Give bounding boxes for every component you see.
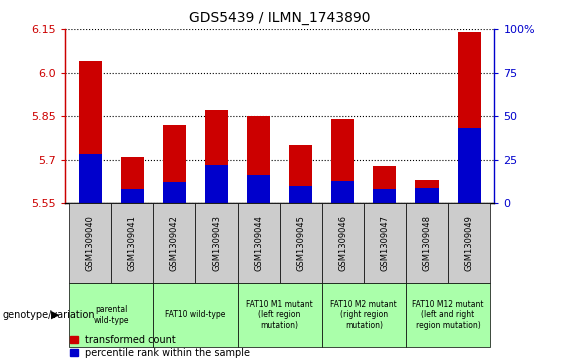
Bar (289, 186, 312, 203)
Text: GSM1309043: GSM1309043 (212, 215, 221, 271)
Bar (247, 116, 270, 203)
Text: FAT10 M1 mutant
(left region
mutation): FAT10 M1 mutant (left region mutation) (246, 300, 313, 330)
Bar (322, 203, 364, 283)
Text: GSM1309042: GSM1309042 (170, 215, 179, 271)
Bar (111, 203, 153, 283)
Bar (121, 157, 144, 203)
Bar (406, 203, 448, 283)
Bar (205, 165, 228, 203)
Text: FAT10 M2 mutant
(right region
mutation): FAT10 M2 mutant (right region mutation) (331, 300, 397, 330)
Bar (322, 283, 406, 347)
Bar (237, 283, 322, 347)
Bar (331, 119, 354, 203)
Bar (69, 203, 111, 283)
Bar (79, 155, 102, 203)
Bar (415, 180, 438, 203)
Title: GDS5439 / ILMN_1743890: GDS5439 / ILMN_1743890 (189, 11, 371, 25)
Text: GSM1309040: GSM1309040 (86, 215, 95, 271)
Text: GSM1309045: GSM1309045 (296, 215, 305, 271)
Text: GSM1309049: GSM1309049 (464, 215, 473, 271)
Text: GSM1309046: GSM1309046 (338, 215, 347, 271)
Bar (415, 188, 438, 203)
Text: GSM1309044: GSM1309044 (254, 215, 263, 271)
Bar (153, 283, 237, 347)
Bar (195, 203, 237, 283)
Bar (373, 189, 397, 203)
Text: GSM1309041: GSM1309041 (128, 215, 137, 271)
Bar (79, 61, 102, 203)
Text: ▶: ▶ (51, 310, 59, 320)
Text: FAT10 wild-type: FAT10 wild-type (166, 310, 225, 319)
Bar (448, 203, 490, 283)
Bar (163, 182, 186, 203)
Bar (121, 189, 144, 203)
Bar (247, 175, 270, 203)
Bar (458, 32, 481, 203)
Bar (163, 125, 186, 203)
Bar (153, 203, 195, 283)
Bar (364, 203, 406, 283)
Bar (406, 283, 490, 347)
Text: parental
wild-type: parental wild-type (94, 305, 129, 325)
Bar (458, 129, 481, 203)
Bar (373, 166, 397, 203)
Legend: transformed count, percentile rank within the sample: transformed count, percentile rank withi… (70, 335, 250, 358)
Text: genotype/variation: genotype/variation (3, 310, 95, 320)
Text: GSM1309047: GSM1309047 (380, 215, 389, 271)
Bar (237, 203, 280, 283)
Text: GSM1309048: GSM1309048 (423, 215, 432, 271)
Bar (280, 203, 322, 283)
Bar (289, 145, 312, 203)
Bar (69, 283, 153, 347)
Bar (205, 110, 228, 203)
Text: FAT10 M12 mutant
(left and right
region mutation): FAT10 M12 mutant (left and right region … (412, 300, 484, 330)
Bar (331, 181, 354, 203)
